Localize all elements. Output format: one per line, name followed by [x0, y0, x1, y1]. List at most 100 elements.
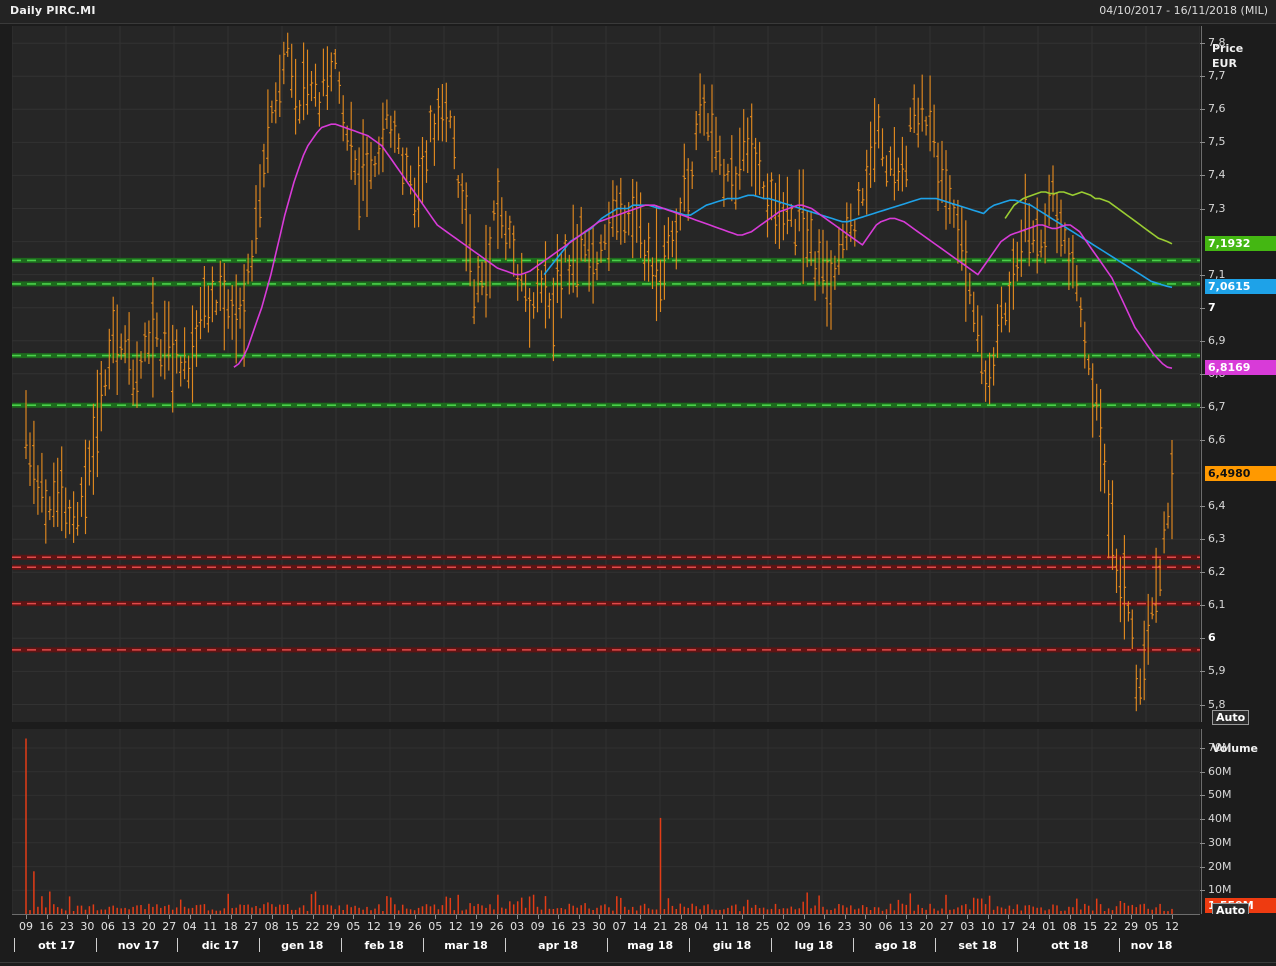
date-tick: [885, 915, 887, 919]
month-separator: [607, 938, 609, 952]
month-separator: [423, 938, 424, 952]
volume-tick-label-20M: 20M: [1208, 859, 1232, 873]
date-tick: [46, 915, 48, 919]
price-tick-label-5-8: 5,8: [1208, 697, 1226, 711]
volume-tick-mark: [1200, 866, 1205, 868]
date-tick: [169, 915, 171, 919]
month-separator: [1016, 938, 1018, 952]
reference-levels: [12, 257, 1200, 653]
header-divider: [0, 23, 1276, 24]
volume-tick-label-50M: 50M: [1208, 788, 1232, 802]
month-separator: [177, 938, 179, 952]
price-tick-mark: [1200, 638, 1205, 640]
price-tick-mark: [1200, 109, 1205, 111]
date-tick: [1028, 915, 1030, 919]
month-label-giu-18: giu 18: [712, 939, 752, 952]
date-day-label: 29: [326, 920, 340, 933]
date-tick: [946, 915, 948, 919]
date-day-label: 06: [878, 920, 893, 933]
volume-tick-mark: [1200, 748, 1205, 749]
price-tick-label-6-6: 6,6: [1208, 433, 1226, 446]
date-day-label: 06: [100, 920, 115, 933]
volume-bars: [25, 738, 1173, 914]
date-day-label: 30: [858, 920, 872, 933]
date-tick: [987, 915, 989, 919]
date-day-label: 24: [1021, 920, 1036, 933]
right-axis[interactable]: PriceEUR7,87,77,67,57,47,37,176,96,86,76…: [1200, 26, 1276, 918]
date-day-label: 30: [592, 920, 606, 933]
date-tick: [762, 915, 764, 919]
price-tick-mark: [1200, 208, 1205, 210]
month-label-feb-18: feb 18: [364, 939, 404, 952]
date-tick: [803, 915, 805, 919]
volume-tick-label-10M: 10M: [1208, 883, 1232, 897]
price-tick-mark: [1200, 340, 1205, 342]
date-day-label: 09: [796, 920, 811, 933]
price-chart-pane[interactable]: [12, 26, 1200, 722]
date-day-label: 12: [448, 920, 463, 933]
price-tick-mark: [1200, 440, 1205, 441]
date-tick: [292, 915, 293, 919]
date-tick: [353, 915, 355, 919]
date-tick: [824, 915, 826, 919]
month-label-mar-18: mar 18: [444, 939, 488, 952]
date-day-label: 16: [39, 920, 54, 933]
month-separator: [770, 938, 772, 952]
date-tick: [189, 915, 191, 919]
price-gridlines: [12, 26, 1200, 722]
chart-header: Daily PIRC.MI 04/10/2017 - 16/11/2018 (M…: [0, 0, 1276, 24]
date-tick: [660, 915, 662, 919]
date-tick: [844, 915, 846, 919]
date-day-label: 19: [387, 920, 402, 933]
volume-chart-pane[interactable]: [12, 729, 1200, 914]
date-day-label: 16: [817, 920, 832, 933]
date-tick: [1172, 915, 1173, 919]
date-tick: [537, 915, 539, 919]
month-separator: [341, 938, 343, 952]
date-tick: [373, 915, 375, 919]
date-day-label: 14: [632, 920, 647, 933]
date-day-label: 26: [489, 920, 504, 933]
date-day-label: 13: [121, 920, 136, 933]
date-tick: [1008, 915, 1010, 919]
price-tick-mark: [1200, 76, 1205, 78]
price-tick-label-7: 7: [1208, 300, 1216, 314]
date-day-label: 25: [755, 920, 770, 933]
volume-tick-mark: [1200, 890, 1205, 892]
price-tick-mark: [1200, 704, 1205, 706]
volume-tick-label-30M: 30M: [1208, 835, 1232, 849]
date-tick: [578, 915, 580, 919]
price-auto-button[interactable]: Auto: [1212, 710, 1250, 725]
price-tick-label-6-4: 6,4: [1208, 499, 1226, 513]
ohlc-bars: [24, 32, 1174, 712]
date-tick: [599, 915, 600, 919]
month-separator: [852, 938, 854, 952]
month-label-apr-18: apr 18: [538, 939, 579, 952]
date-day-label: 08: [264, 920, 279, 933]
date-day-label: 16: [551, 920, 566, 933]
date-day-label: 01: [1042, 920, 1057, 933]
price-tick-label-7-7: 7,7: [1208, 69, 1226, 83]
ma-magenta-value: 6,8169: [1205, 360, 1276, 376]
date-tick: [619, 915, 621, 919]
date-day-label: 18: [223, 920, 238, 933]
month-label-dic-17: dic 17: [201, 939, 240, 952]
price-axis-title-line2: EUR: [1212, 57, 1237, 70]
price-tick-label-7-6: 7,6: [1208, 102, 1226, 116]
price-tick-label-6-9: 6,9: [1208, 333, 1226, 347]
date-tick: [210, 915, 212, 919]
volume-tick-label-70M: 70M: [1208, 741, 1232, 754]
date-tick: [455, 915, 457, 919]
price-tick-mark: [1200, 43, 1205, 45]
price-axis-title-line1: Price: [1212, 42, 1244, 55]
date-tick: [701, 915, 703, 919]
date-tick: [251, 915, 253, 919]
date-tick: [680, 915, 682, 919]
date-day-label: 05: [1144, 920, 1159, 933]
volume-tick-mark: [1200, 842, 1205, 844]
price-tick-mark: [1200, 307, 1205, 309]
date-axis[interactable]: 09 16 23 30 06 13 20 27 04 11 18 27 08 15 22 29 05 12 19 26…: [0, 914, 1276, 966]
month-separator: [13, 938, 15, 952]
date-day-label: 15: [1083, 920, 1098, 933]
